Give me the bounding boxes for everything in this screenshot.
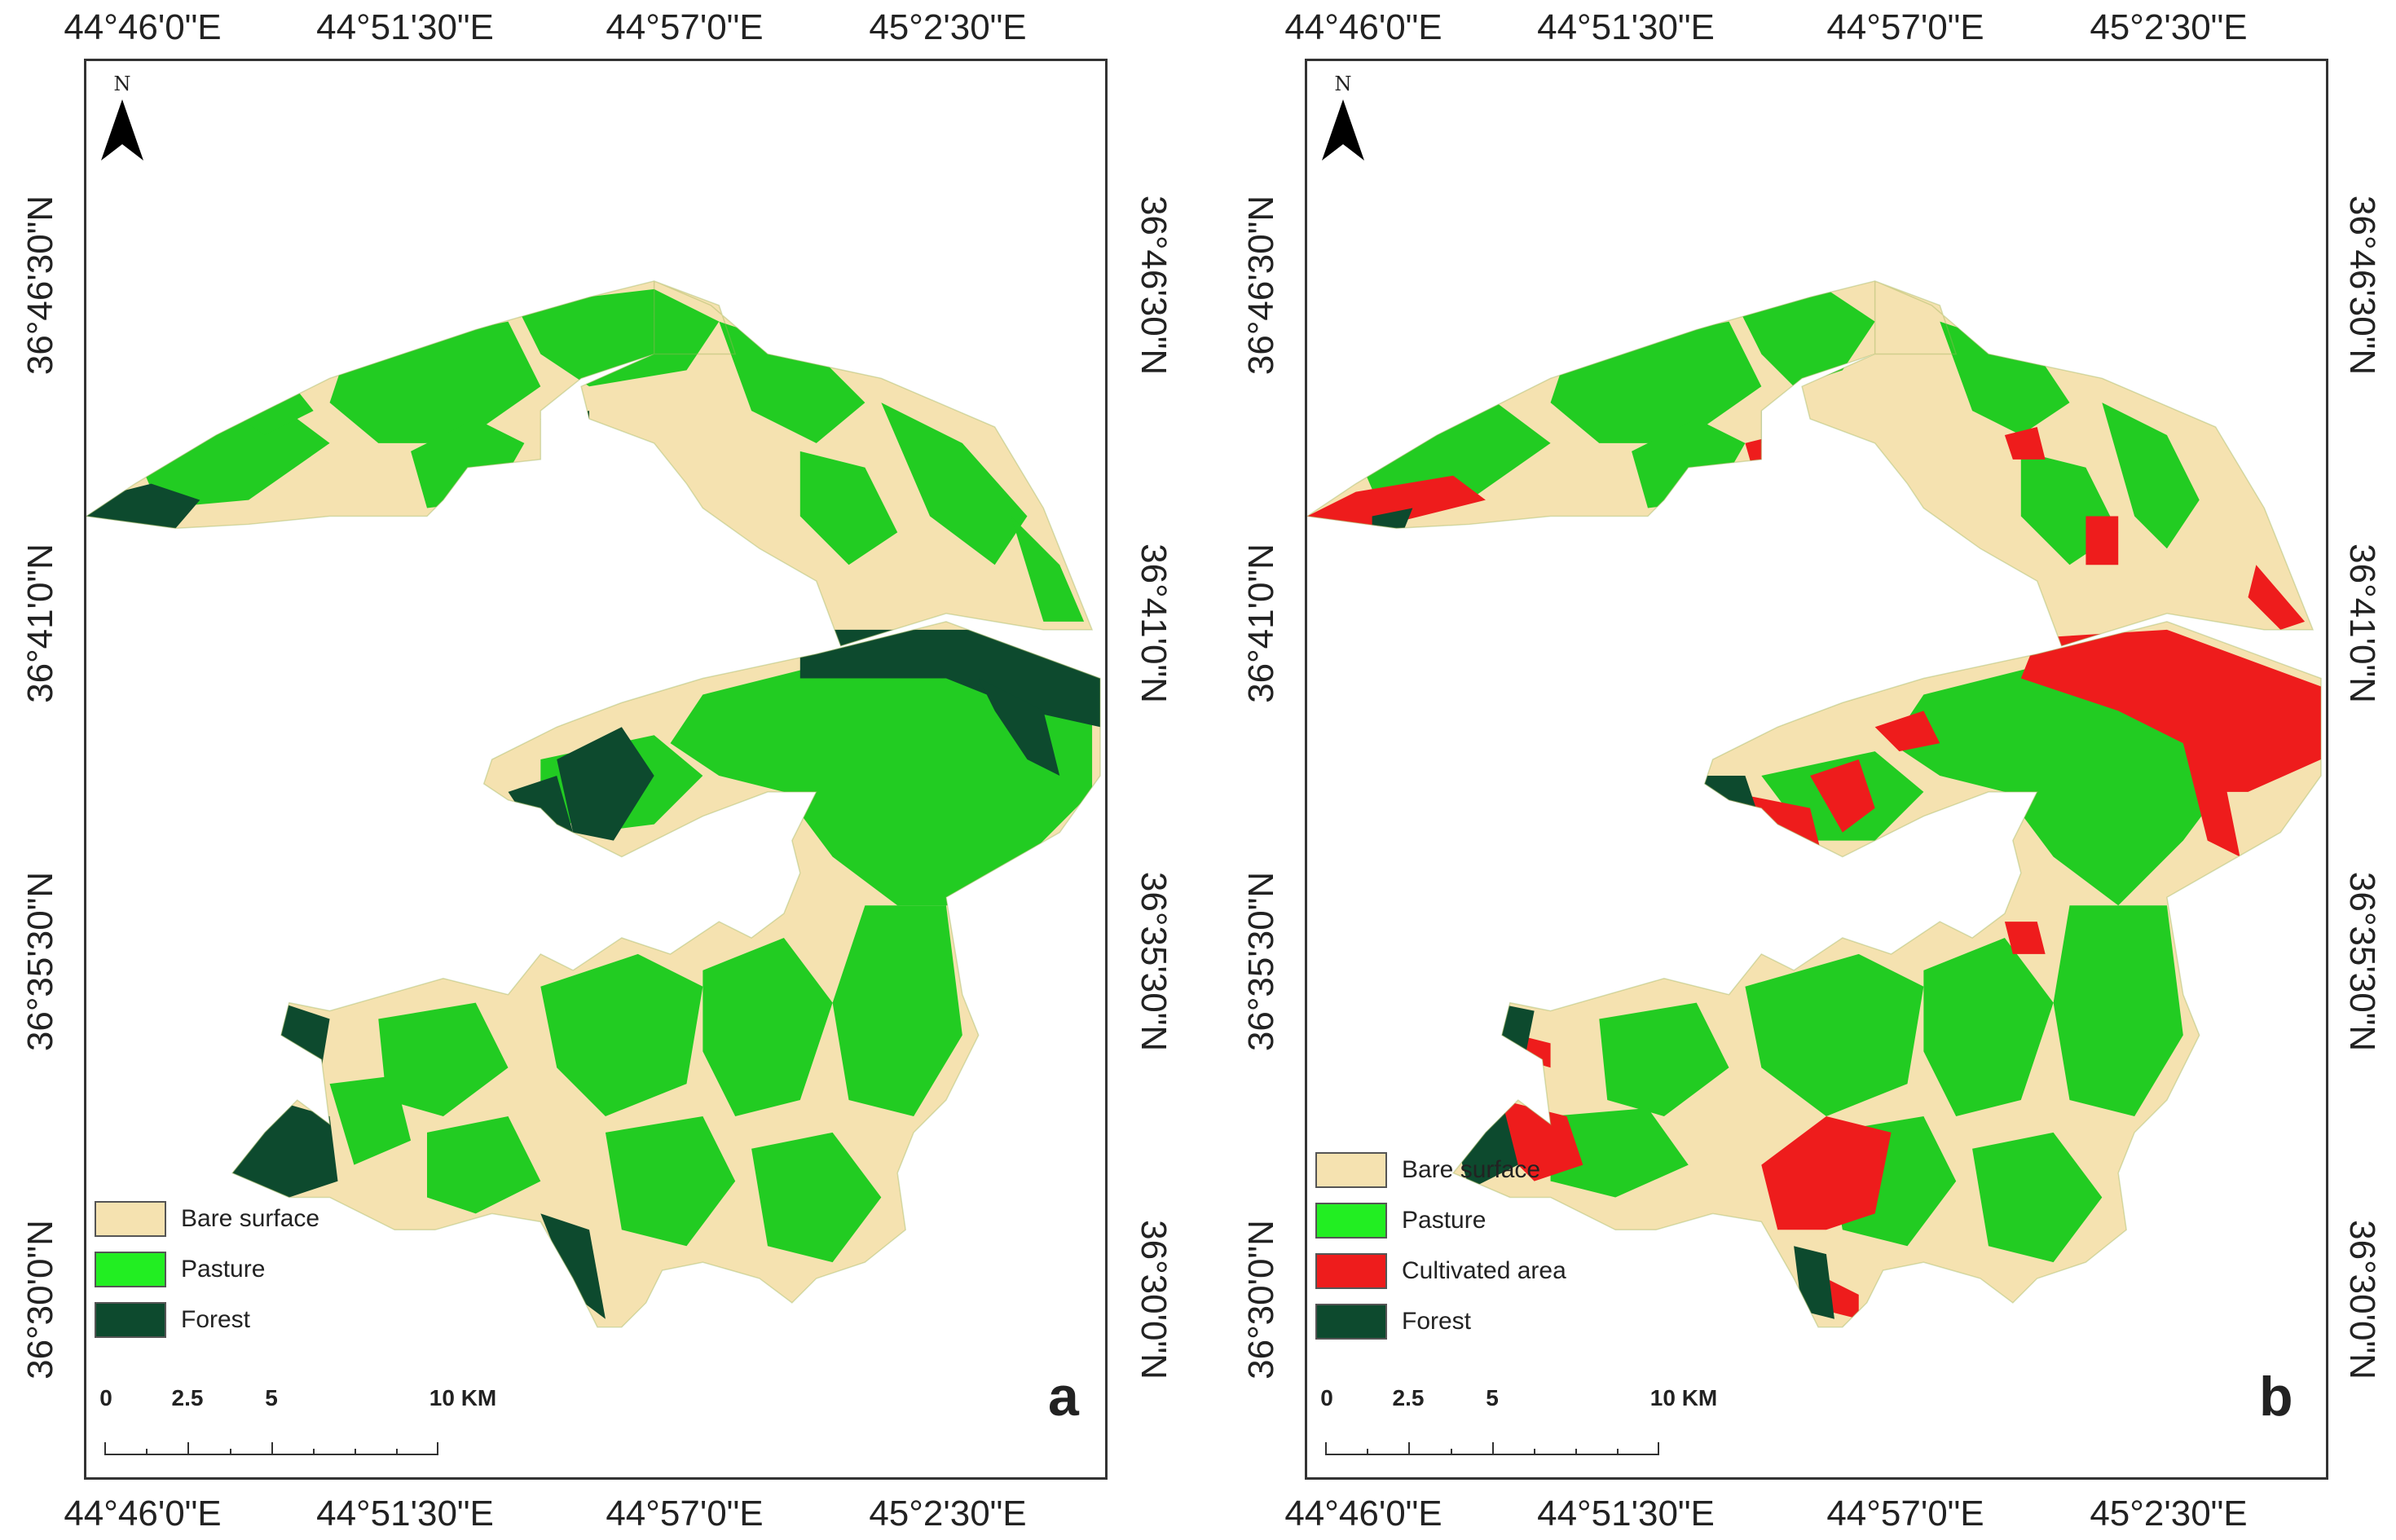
legend-label: Forest: [1402, 1308, 1472, 1335]
lat-label-left: 36°41'0"N: [20, 543, 60, 703]
legend-label: Bare surface: [1402, 1156, 1541, 1183]
north-label: N: [113, 73, 131, 95]
map-panel-b: N Bare surface Pasture Cultivated area F…: [1305, 59, 2328, 1480]
lat-label-right: 36°41'0"N: [1134, 543, 1174, 703]
panel-letter-b: b: [2259, 1366, 2293, 1428]
scale-bar-a: 0 2.5 5 10 KM: [99, 1385, 496, 1459]
cultivated-patches: [1307, 427, 2322, 1319]
panel-letter-a: a: [1048, 1366, 1079, 1428]
legend-item-forest: Forest: [1315, 1296, 1566, 1347]
lon-label-top: 44°46'0"E: [64, 7, 222, 47]
scale-line: [104, 1442, 438, 1455]
legend-item-cultivated-area: Cultivated area: [1315, 1246, 1566, 1296]
scale-label: 5: [1486, 1385, 1499, 1410]
legend-item-pasture: Pasture: [95, 1244, 319, 1295]
land-cover-map-a: [86, 280, 1101, 1328]
legend-b: Bare surface Pasture Cultivated area For…: [1315, 1145, 1566, 1347]
lon-label-top: 44°57'0"E: [1826, 7, 1984, 47]
lat-label-left: 36°30'0"N: [1241, 1220, 1281, 1379]
legend-a: Bare surface Pasture Forest: [95, 1194, 319, 1345]
lon-label-bottom: 44°46'0"E: [1284, 1494, 1442, 1533]
scale-bar-b: 0 2.5 5 10 KM: [1320, 1385, 1717, 1459]
lat-label-right: 36°30'0"N: [1134, 1220, 1174, 1379]
lon-label-bottom: 44°46'0"E: [64, 1494, 222, 1533]
bare-surface-swatch: [1315, 1152, 1387, 1188]
lon-label-top: 44°46'0"E: [1284, 7, 1442, 47]
scale-label: 0: [1320, 1385, 1333, 1410]
north-arrow-icon: [101, 99, 143, 161]
pasture-swatch: [95, 1252, 166, 1287]
bare-surface-swatch: [95, 1201, 166, 1237]
legend-label: Pasture: [181, 1256, 266, 1283]
forest-swatch: [95, 1302, 166, 1338]
scale-label: 2.5: [1392, 1385, 1425, 1410]
north-arrow: N: [98, 61, 147, 208]
lon-label-top: 44°51'30"E: [316, 7, 494, 47]
scale-label: 5: [265, 1385, 278, 1410]
north-arrow-icon: [1322, 99, 1364, 161]
lat-label-right: 36°30'0"N: [2342, 1220, 2382, 1379]
legend-label: Pasture: [1402, 1207, 1486, 1234]
legend-label: Forest: [181, 1306, 251, 1333]
pasture-swatch: [1315, 1203, 1387, 1239]
legend-item-bare-surface: Bare surface: [1315, 1145, 1566, 1195]
legend-item-pasture: Pasture: [1315, 1195, 1566, 1246]
map-panel-a: N Bare surface Pasture Forest 0 2.5 5 10…: [84, 59, 1108, 1480]
cultivated-area-swatch: [1315, 1253, 1387, 1289]
scale-label: 10 KM: [1649, 1385, 1718, 1410]
lon-label-top: 44°57'0"E: [606, 7, 764, 47]
lat-label-left: 36°46'30"N: [1241, 195, 1281, 376]
lat-label-right: 36°46'30"N: [2342, 195, 2382, 376]
lon-label-bottom: 45°2'30"E: [869, 1494, 1027, 1533]
scale-label: 2.5: [171, 1385, 204, 1410]
lat-label-left: 36°35'30"N: [20, 871, 60, 1052]
lat-label-right: 36°35'30"N: [2342, 871, 2382, 1052]
lon-label-top: 45°2'30"E: [2090, 7, 2248, 47]
land-cover-map-b: [1307, 280, 2322, 1328]
scale-label: 0: [99, 1385, 112, 1410]
lon-label-bottom: 44°57'0"E: [1826, 1494, 1984, 1533]
scale-label: 10 KM: [429, 1385, 497, 1410]
lat-label-right: 36°35'30"N: [1134, 871, 1174, 1052]
legend-label: Cultivated area: [1402, 1257, 1566, 1284]
lon-label-top: 45°2'30"E: [869, 7, 1027, 47]
lat-label-right: 36°46'30"N: [1134, 195, 1174, 376]
lon-label-bottom: 45°2'30"E: [2090, 1494, 2248, 1533]
forest-swatch: [1315, 1304, 1387, 1340]
lon-label-top: 44°51'30"E: [1537, 7, 1715, 47]
legend-item-forest: Forest: [95, 1295, 319, 1345]
north-label: N: [1334, 73, 1352, 95]
lat-label-left: 36°46'30"N: [20, 195, 60, 376]
legend-label: Bare surface: [181, 1205, 320, 1232]
scale-line: [1325, 1442, 1659, 1455]
lat-label-right: 36°41'0"N: [2342, 543, 2382, 703]
lon-label-bottom: 44°51'30"E: [316, 1494, 494, 1533]
north-arrow: N: [1319, 61, 1368, 208]
lat-label-left: 36°41'0"N: [1241, 543, 1281, 703]
legend-item-bare-surface: Bare surface: [95, 1194, 319, 1244]
lon-label-bottom: 44°57'0"E: [606, 1494, 764, 1533]
lon-label-bottom: 44°51'30"E: [1537, 1494, 1715, 1533]
lat-label-left: 36°30'0"N: [20, 1220, 60, 1379]
lat-label-left: 36°35'30"N: [1241, 871, 1281, 1052]
